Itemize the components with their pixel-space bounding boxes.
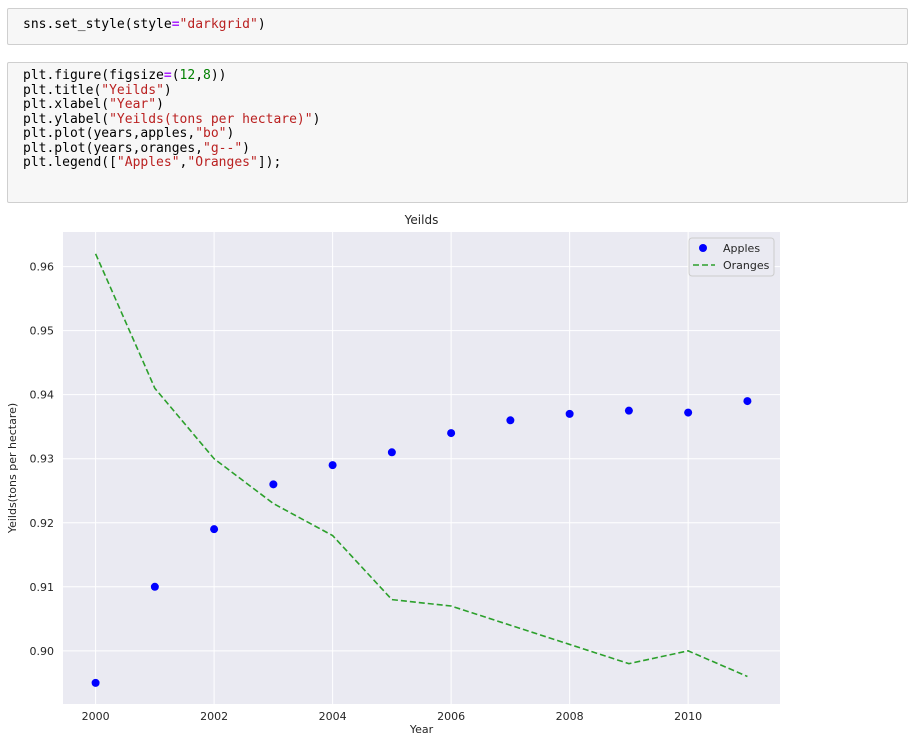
code-token: plt.ylabel( — [23, 111, 110, 127]
code-line: sns.set_style(style="darkgrid") — [23, 17, 266, 33]
data-point-apples — [565, 409, 574, 418]
code-cell-set-style[interactable]: sns.set_style(style="darkgrid") — [7, 8, 908, 45]
legend-box — [688, 237, 775, 277]
x-tick-label: 2004 — [319, 710, 347, 723]
data-point-apples — [684, 408, 693, 417]
code-token: = — [171, 17, 180, 32]
x-tick-label: 2002 — [200, 710, 228, 723]
grid-lines — [63, 232, 780, 704]
code-token: ) — [312, 111, 321, 127]
code-token: 8 — [203, 68, 211, 83]
code-token: "Yeilds(tons per hectare)" — [109, 111, 313, 127]
code-token: sns.set_style(style — [23, 17, 172, 32]
code-line: plt.plot(years,apples,"bo") — [23, 126, 320, 142]
code-token: ) — [226, 126, 235, 141]
code-token: , — [179, 155, 188, 170]
legend-label-apples: Apples — [723, 242, 760, 255]
x-tick-label: 2010 — [674, 710, 702, 723]
code-line: plt.legend(["Apples","Oranges"]); — [23, 155, 320, 171]
code-token: "darkgrid" — [179, 17, 258, 32]
code-token: "Yeilds" — [101, 82, 164, 98]
x-tick-label: 2000 — [82, 710, 110, 723]
output-chart: 2000 2002 2004 2006 2008 2010 0.90 0.91 0.92 0.93… — [6, 213, 780, 736]
code-token: "Year" — [109, 97, 157, 112]
code-token: = — [163, 68, 172, 83]
y-tick-label: 0.91 — [30, 581, 55, 594]
code-token: plt.title( — [23, 82, 102, 98]
data-point-apples — [91, 678, 100, 687]
y-tick-label: 0.94 — [30, 389, 55, 402]
code-cell-plot[interactable]: plt.figure(figsize=(12,8)) plt.title("Yei… — [7, 62, 908, 203]
legend: Apples Oranges — [688, 237, 775, 277]
code-line: plt.xlabel("Year") — [23, 97, 320, 113]
code-token: ( — [171, 68, 180, 83]
data-point-apples — [447, 429, 456, 438]
code-token: plt.plot(years,apples, — [23, 126, 196, 141]
code-token: plt.figure(figsize — [23, 68, 164, 83]
code-token: 12 — [179, 68, 196, 83]
y-tick-label: 0.92 — [30, 517, 55, 530]
chart-title: Yeilds — [404, 213, 439, 227]
plot-area — [63, 232, 780, 704]
code-token: plt.legend([ — [23, 155, 117, 170]
code-line: plt.title("Yeilds") — [23, 82, 320, 99]
code-editor[interactable]: sns.set_style(style="darkgrid") — [23, 17, 266, 33]
data-point-apples — [624, 406, 633, 415]
code-token: ) — [156, 97, 164, 112]
code-line: plt.figure(figsize=(12,8)) — [23, 68, 320, 84]
code-token: plt.plot(years,oranges, — [23, 140, 204, 156]
code-line: plt.ylabel("Yeilds(tons per hectare)") — [23, 111, 321, 128]
code-token: ) — [242, 140, 250, 156]
y-tick-label: 0.93 — [30, 453, 55, 466]
legend-label-oranges: Oranges — [723, 259, 770, 272]
data-point-apples — [210, 525, 219, 534]
data-point-apples — [743, 397, 752, 406]
data-point-apples — [269, 480, 278, 489]
code-token: "Oranges" — [187, 155, 258, 170]
code-token: )) — [210, 68, 227, 83]
code-token: ]); — [257, 155, 282, 170]
data-point-apples — [328, 461, 337, 470]
data-point-apples — [150, 582, 159, 591]
data-point-apples — [506, 416, 515, 425]
code-editor[interactable]: plt.figure(figsize=(12,8)) plt.title("Yei… — [23, 68, 321, 171]
y-axis-label: Yeilds(tons per hectare) — [6, 403, 19, 534]
code-token: plt.xlabel( — [23, 97, 110, 112]
code-token: ) — [257, 17, 266, 32]
code-token: "Apples" — [116, 155, 180, 170]
y-tick-label: 0.96 — [30, 261, 55, 274]
legend-marker-apples — [699, 244, 707, 252]
series-layer — [91, 253, 752, 687]
tick-labels: 2000 2002 2004 2006 2008 2010 0.90 0.91 0.92 0.93… — [30, 261, 703, 723]
y-tick-label: 0.90 — [30, 645, 55, 658]
code-line: plt.plot(years,oranges,"g--") — [23, 140, 320, 157]
y-tick-label: 0.95 — [30, 325, 55, 338]
x-tick-label: 2006 — [437, 710, 465, 723]
x-axis-label: Year — [409, 723, 434, 736]
code-token: "bo" — [195, 126, 227, 141]
series-line-oranges — [94, 253, 748, 678]
x-tick-label: 2008 — [556, 710, 584, 723]
data-point-apples — [387, 448, 396, 457]
code-token: , — [195, 68, 204, 83]
code-token: ) — [163, 82, 172, 98]
code-token: "g--" — [203, 140, 243, 156]
